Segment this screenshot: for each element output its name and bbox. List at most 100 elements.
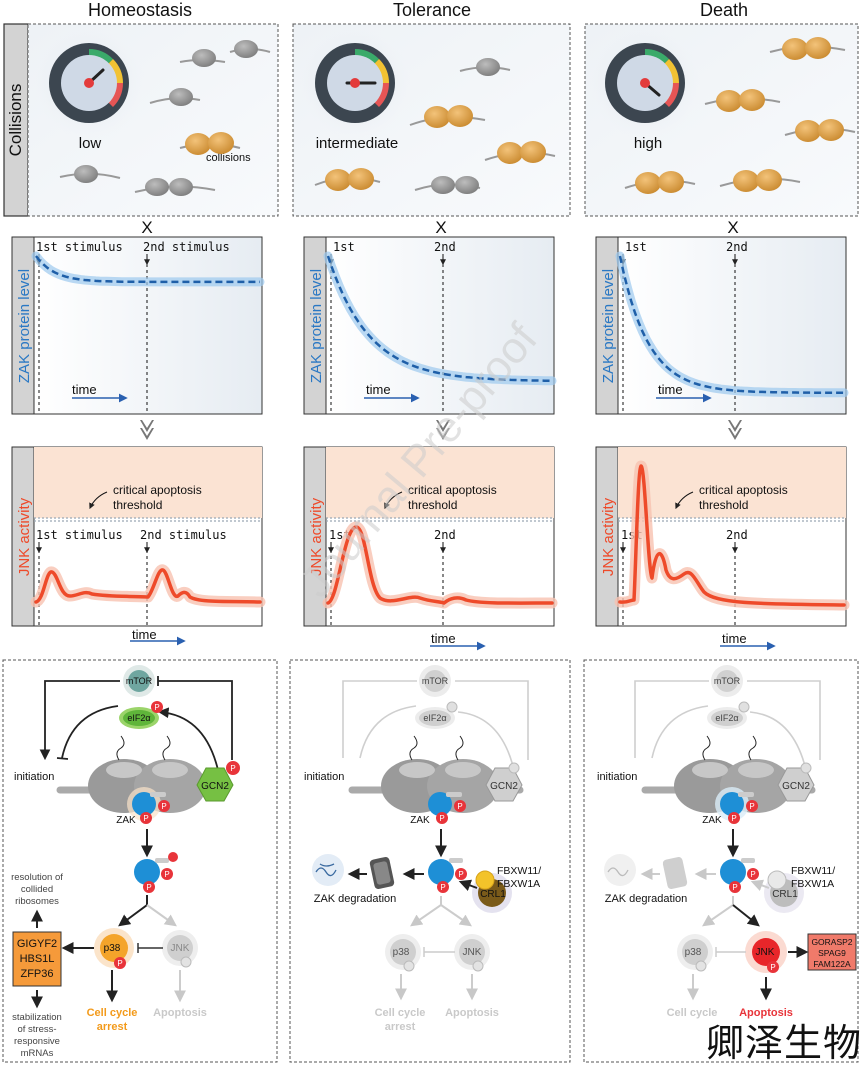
mechanism-panel-2 — [289, 659, 571, 1063]
corner-mark: 卿泽生物 — [705, 1021, 862, 1065]
zak-stim1-label-3: 1st — [625, 240, 647, 254]
collision-level-high: high — [634, 135, 662, 152]
ylabel-jnk-1: JNK activity — [16, 497, 33, 576]
ylabel-jnk-2: JNK activity — [308, 497, 325, 576]
gcn2-label-2: GCN2 — [490, 781, 518, 792]
jnk-time-label-1: time — [132, 627, 157, 642]
ylabel-zak-3: ZAK protein level — [600, 269, 617, 383]
zak-label-1: ZAK — [116, 815, 136, 826]
row-label-collisions: Collisions — [6, 84, 25, 157]
zak-stim1-label-1: 1st stimulus — [36, 240, 123, 254]
right-box-line-1: GORASP2 — [811, 937, 852, 947]
ribosome-collisions — [179, 37, 856, 194]
jnk-time-label-3: time — [722, 631, 747, 646]
title-death: Death — [700, 0, 748, 20]
zak-label-3: ZAK — [702, 815, 722, 826]
right-box-line-3: FAM122A — [813, 959, 851, 969]
mechanism-panel-3 — [583, 659, 859, 1063]
p-zak-b-2: P — [457, 802, 462, 811]
p-zak2-b-1: P — [164, 870, 169, 879]
fbxw-label-2b: FBXW1A — [497, 878, 540, 890]
initiation-label-2: initiation — [304, 771, 344, 783]
title-tolerance: Tolerance — [393, 0, 471, 20]
zak-degradation-label-2: ZAK degradation — [314, 893, 397, 905]
ylabel-jnk-3: JNK activity — [600, 497, 617, 576]
jnk-stim2-label-1: 2nd stimulus — [140, 528, 227, 542]
ylabel-zak-2: ZAK protein level — [308, 269, 325, 383]
left-box-line-3: ZFP36 — [20, 968, 53, 980]
p-jnk-3: P — [770, 963, 775, 972]
crl1-label-2: CRL1 — [480, 889, 506, 900]
stabilization-line-4: mRNAs — [21, 1048, 54, 1059]
outcome-cellcycle-3: Cell cycle — [667, 1007, 718, 1019]
crl1-label-3: CRL1 — [772, 889, 798, 900]
jnk-curves — [30, 460, 850, 611]
zak-curve-2 — [326, 255, 553, 383]
mtor-label-2: mTOR — [422, 676, 449, 686]
outcome-arrest-2a: Cell cycle — [375, 1007, 426, 1019]
p-zak2-b-2: P — [458, 870, 463, 879]
ylabel-zak-1: ZAK protein level — [16, 269, 33, 383]
p-gcn2-1: P — [230, 764, 235, 773]
mechanism-death: mTOR eIF2α initiation GCN2 P P ZAK P P C… — [597, 665, 857, 1019]
jnk-stim2-label-2: 2nd — [434, 528, 456, 542]
outcome-arrest-2b: arrest — [385, 1021, 416, 1033]
mtor-label-1: mTOR — [126, 676, 153, 686]
stabilization-line-3: responsive — [14, 1036, 60, 1047]
p-zak-a-2: P — [439, 814, 444, 823]
eif2a-label-2: eIF2α — [423, 713, 446, 723]
right-box-line-2: SPAG9 — [818, 948, 846, 958]
down-chevrons — [140, 420, 742, 440]
p-zak-a-1: P — [143, 814, 148, 823]
collision-level-low: low — [79, 135, 102, 152]
p-zak2-a-1: P — [146, 883, 151, 892]
zak-stim2-label-2: 2nd — [434, 240, 456, 254]
outcome-arrest-1a: Cell cycle — [87, 1007, 138, 1019]
p-zak-a-3: P — [731, 814, 736, 823]
p-zak2-a-2: P — [440, 883, 445, 892]
mechanism-homeostasis: mTOR eIF2α P initiation GCN2 P P P ZAK P… — [11, 665, 240, 1059]
threshold-label-1b: threshold — [113, 498, 162, 512]
p-eif2a-1: P — [154, 703, 159, 712]
times-symbol-1: X — [141, 218, 152, 237]
initiation-label-1: initiation — [14, 771, 54, 783]
collisions-note: collisions — [206, 152, 251, 164]
initiation-label-3: initiation — [597, 771, 637, 783]
p-p38-1: P — [117, 959, 122, 968]
threshold-label-2a: critical apoptosis — [408, 483, 497, 497]
column-titles: Homeostasis Tolerance Death — [88, 0, 748, 20]
gauge-intermediate — [299, 27, 411, 139]
outcome-apoptosis-1: Apoptosis — [153, 1007, 207, 1019]
times-symbol-2: X — [435, 218, 446, 237]
zak-curve-1 — [35, 255, 260, 284]
outcome-apoptosis-3: Apoptosis — [739, 1007, 793, 1019]
row-zak: ZAK protein level ZAK protein level ZAK … — [11, 236, 849, 415]
gcn2-label-1: GCN2 — [201, 781, 229, 792]
zak-stim2-label-3: 2nd — [726, 240, 748, 254]
zak-time-label-3: time — [658, 382, 683, 397]
eif2a-label-3: eIF2α — [715, 713, 738, 723]
collision-level-intermediate: intermediate — [316, 135, 399, 152]
resolution-line-3: ribosomes — [15, 896, 59, 907]
jnk-label-2: JNK — [463, 947, 482, 958]
threshold-label-3a: critical apoptosis — [699, 483, 788, 497]
gcn2-label-3: GCN2 — [782, 781, 810, 792]
gauge-high — [589, 27, 701, 139]
left-box-line-1: GIGYF2 — [17, 938, 57, 950]
jnk-stim1-label-1: 1st stimulus — [36, 528, 123, 542]
jnk-label-1: JNK — [171, 943, 190, 954]
zak-time-label-1: time — [72, 382, 97, 397]
resolution-line-1: resolution of — [11, 872, 63, 883]
zak-curve-3 — [618, 255, 845, 395]
zak-label-2: ZAK — [410, 815, 430, 826]
row-jnk: JNK activity JNK activity JNK activity c… — [11, 446, 850, 651]
p-zak-b-1: P — [161, 802, 166, 811]
p-zak-b-3: P — [749, 802, 754, 811]
row-collisions: Collisions — [3, 23, 859, 217]
eif2a-label-1: eIF2α — [127, 713, 150, 723]
p38-label-2: p38 — [393, 947, 410, 958]
zak-stim1-label-2: 1st — [333, 240, 355, 254]
p-zak2-b-3: P — [750, 870, 755, 879]
left-box-line-2: HBS1L — [20, 953, 55, 965]
